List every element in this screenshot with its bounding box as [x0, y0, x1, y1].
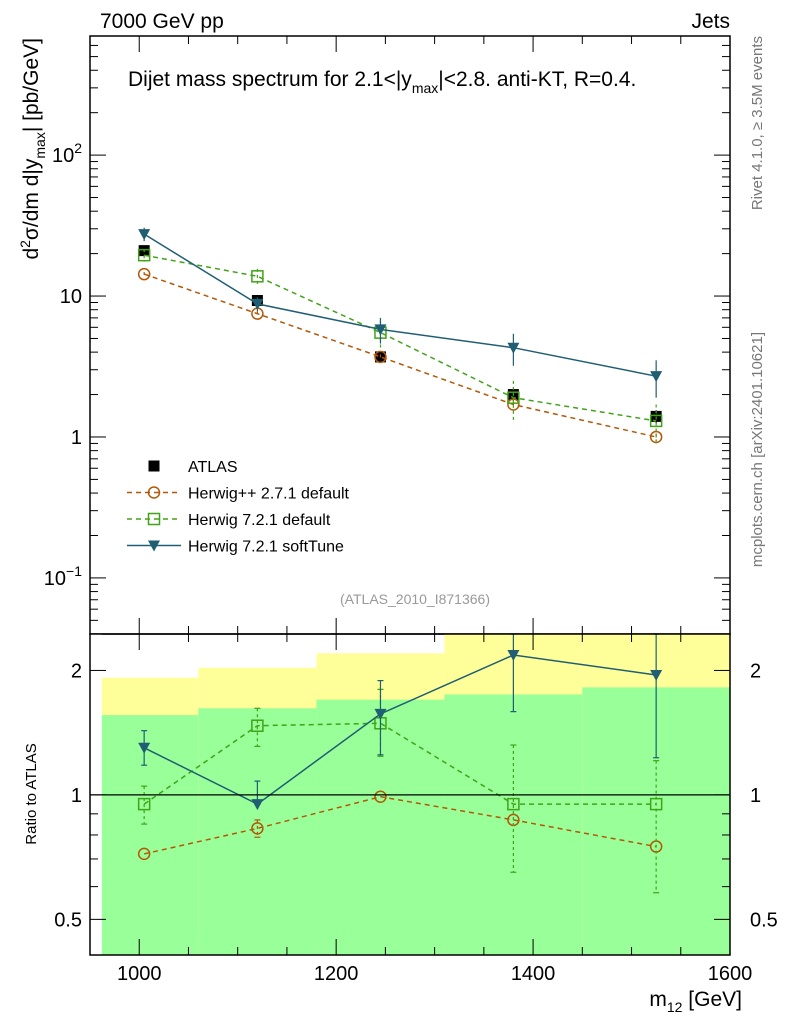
- atlas-data-point: [650, 410, 662, 422]
- y-axis-label: d2σ/dm d|ymax| [pb/GeV]: [17, 38, 48, 260]
- herwig-7-2-1-default-point: [137, 248, 151, 262]
- herwig-7-2-1-softtune-point: [138, 229, 151, 241]
- chart-title: Dijet mass spectrum for 2.1<|ymax|<2.8. …: [128, 68, 636, 96]
- y-tick-label: 1: [71, 427, 82, 449]
- y-axis-label-part: | [pb/GeV]: [20, 38, 43, 132]
- herwig-2-7-1-default-line: [143, 273, 657, 438]
- ratio-herwig-2-7-1-default-point: [374, 790, 387, 803]
- ratio-herwig-2-7-1-default-point: [251, 822, 264, 835]
- ratio-herwig-7-2-1-softtune-point: [507, 649, 520, 661]
- herwig-7-2-1-default-point: [251, 270, 264, 283]
- chart-title-sub: max: [412, 80, 438, 96]
- y-axis-label-part: σ/dm d|y: [20, 158, 43, 240]
- herwig-2-7-1-default-point: [137, 267, 151, 281]
- herwig-7-2-1-default-point: [649, 414, 663, 428]
- herwig-2-7-1-default-point: [374, 350, 387, 364]
- chart-title-part: |<2.8. anti-KT, R=0.4.: [438, 68, 636, 91]
- ratio-y-tick-label-right: 2: [750, 660, 761, 682]
- x-axis-label-part: [GeV]: [682, 988, 742, 1011]
- herwig-7-2-1-softtune-point: [251, 298, 264, 310]
- ratio-herwig-7-2-1-default-point: [251, 719, 264, 732]
- ratio-y-tick-label: 2: [71, 660, 82, 682]
- x-axis-label-sub: 12: [667, 999, 683, 1015]
- ratio-y-tick-label-right: 0.5: [750, 909, 778, 931]
- herwig-7-2-1-softtune-point: [650, 371, 663, 383]
- ratio-herwig-7-2-1-default-line: [143, 722, 657, 805]
- header-left: 7000 GeV pp: [100, 10, 224, 33]
- x-tick-label: 1200: [314, 963, 359, 985]
- legend-label-herwig-7-2-1-default: Herwig 7.2.1 default: [188, 512, 331, 529]
- x-tick-label: 1000: [117, 963, 162, 985]
- ratio-herwig-7-2-1-default-point: [507, 797, 520, 811]
- header-right: Jets: [691, 10, 730, 33]
- y-tick-label-exp: 2: [74, 140, 82, 156]
- legend-label-atlas: ATLAS: [188, 459, 238, 476]
- ratio-y-tick-label-right: 1: [750, 785, 761, 807]
- y-axis-label-sub: max: [32, 132, 48, 158]
- ratio-herwig-7-2-1-softtune-point: [650, 669, 663, 681]
- x-axis-label-part: m: [649, 988, 667, 1011]
- y-tick-label-base: 10: [52, 145, 74, 167]
- y-tick-label-base: 10: [60, 286, 82, 308]
- herwig-7-2-1-default-line: [144, 254, 657, 422]
- legend-label-herwig-2-7-1-default: Herwig++ 2.7.1 default: [188, 486, 350, 503]
- y-tick-label: 10: [60, 286, 82, 308]
- legend-label-herwig-7-2-1-softtune: Herwig 7.2.1 softTune: [188, 539, 344, 556]
- green-band: [198, 708, 317, 955]
- ratio-herwig-7-2-1-softtune-point: [138, 742, 151, 754]
- x-tick-label: 1400: [511, 963, 556, 985]
- herwig-7-2-1-softtune-point: [507, 342, 520, 354]
- ratio-y-tick-label: 0.5: [54, 909, 82, 931]
- ratio-herwig-7-2-1-default-point: [137, 797, 151, 811]
- ratio-y-tick-label: 1: [71, 785, 82, 807]
- watermark: (ATLAS_2010_I871366): [340, 591, 490, 607]
- mcplots-label: mcplots.cern.ch [arXiv:2401.10621]: [749, 332, 766, 567]
- x-axis-label: m12 [GeV]: [649, 988, 742, 1015]
- main-frame: [89, 35, 731, 635]
- ratio-herwig-7-2-1-softtune-point: [374, 708, 387, 720]
- legend: ATLAS Herwig++ 2.7.1 default Herwig 7.2.1 …: [127, 459, 350, 556]
- y-tick-label-exp: −1: [66, 563, 82, 579]
- ratio-y-label: Ratio to ATLAS: [23, 743, 40, 844]
- herwig-7-2-1-softtune-line: [143, 233, 657, 377]
- chart-title-part: Dijet mass spectrum for 2.1<|y: [128, 68, 412, 91]
- rivet-label: Rivet 4.1.0, ≥ 3.5M events: [749, 36, 766, 210]
- ratio-herwig-2-7-1-default-point: [137, 847, 151, 861]
- herwig-7-2-1-softtune-point: [374, 324, 387, 336]
- legend-marker-herwig-7-2-1-default: [147, 512, 161, 526]
- y-tick-label-base: 10: [44, 568, 66, 590]
- y-axis-label-sup: 2: [17, 240, 33, 248]
- legend-marker-atlas: [148, 460, 160, 472]
- legend-marker-herwig-2-7-1-default: [147, 486, 161, 499]
- y-tick-label: 10−1: [44, 563, 82, 590]
- ratio-herwig-7-2-1-default-point: [649, 797, 663, 811]
- ratio-herwig-7-2-1-softtune-point: [251, 799, 264, 811]
- herwig-7-2-1-default-point: [507, 391, 520, 404]
- y-tick-label-base: 1: [71, 427, 82, 449]
- ratio-herwig-2-7-1-default-line: [144, 795, 657, 855]
- legend-marker-herwig-7-2-1-softtune: [148, 540, 160, 552]
- y-axis-label-part: d: [20, 248, 43, 260]
- x-tick-label: 1600: [708, 963, 753, 985]
- y-tick-label: 102: [52, 140, 82, 167]
